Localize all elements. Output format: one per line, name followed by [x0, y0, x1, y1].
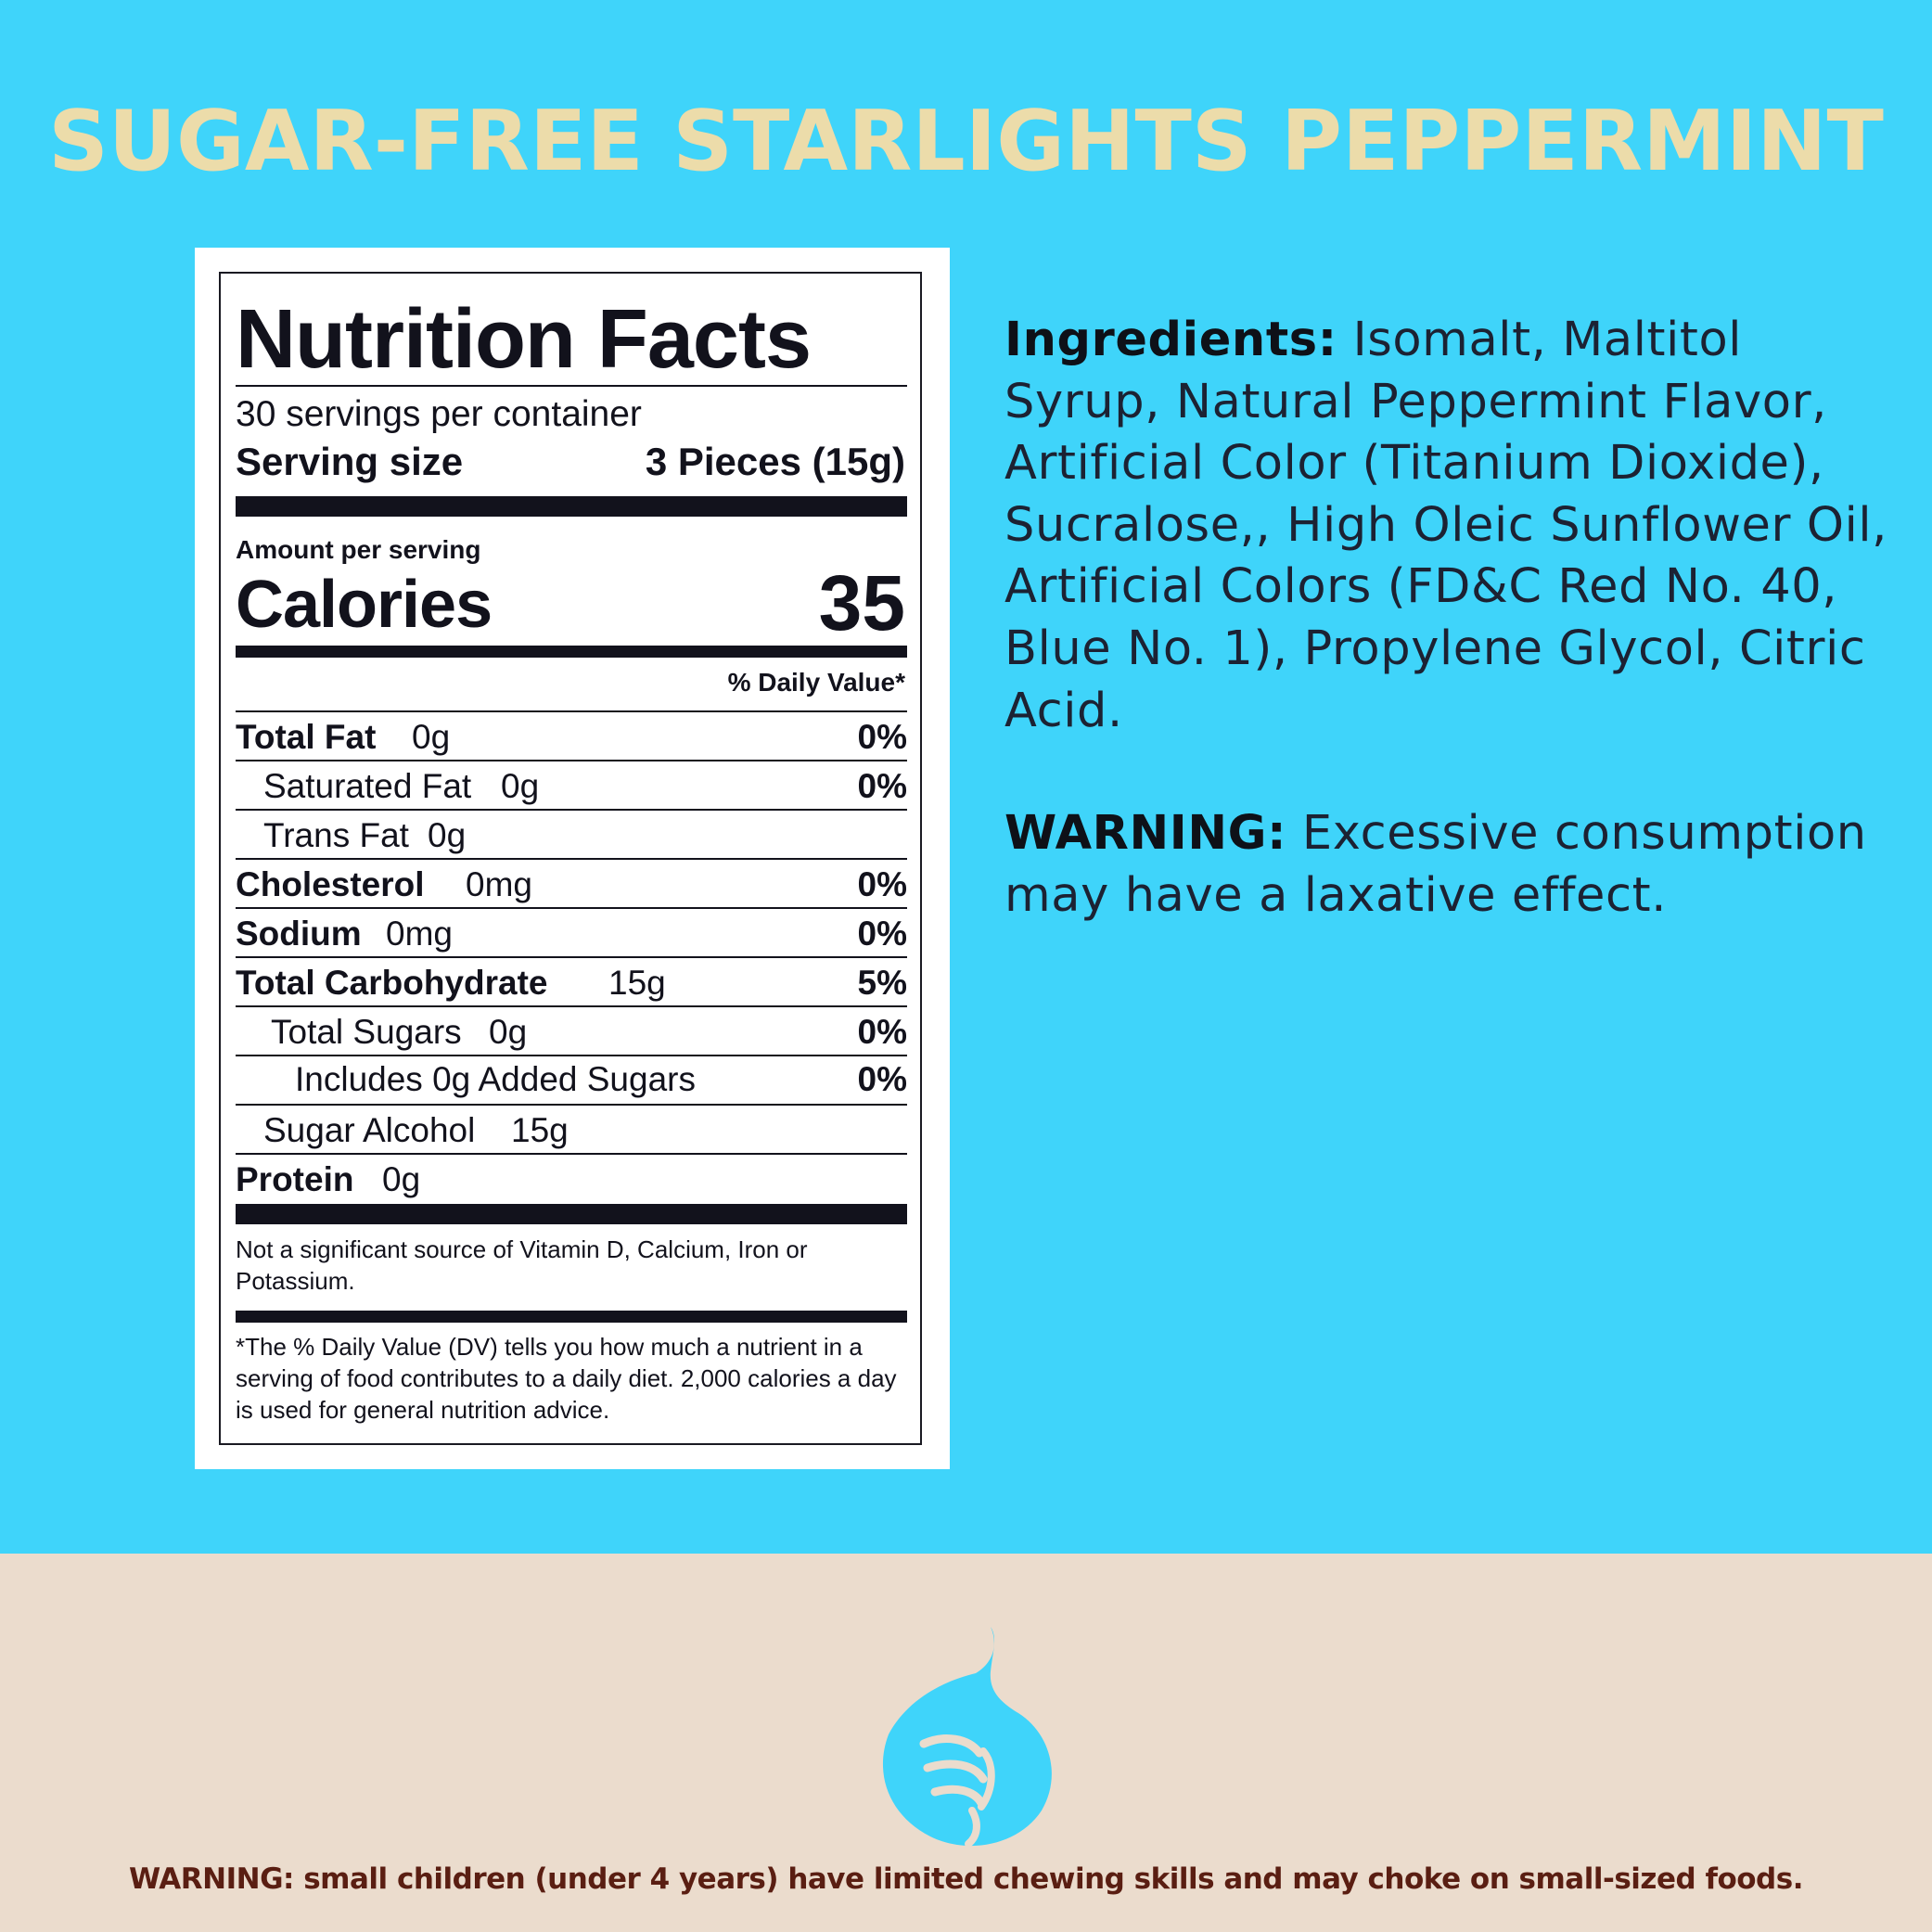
serving-size-value: 3 Pieces (15g): [645, 440, 905, 483]
swirl-mint-icon: [882, 1627, 1052, 1848]
nutrient-name: Sugar Alcohol: [263, 1111, 476, 1149]
laxative-warning-block: WARNING: Excessive consumption may have …: [1004, 803, 1895, 927]
choking-warning: WARNING: small children (under 4 years) …: [129, 1862, 1803, 1896]
nutrient-percent: 0%: [857, 1060, 907, 1098]
nutrient-row-total-fat: Total Fat 0g 0%: [236, 712, 907, 761]
nutrient-name: Trans Fat: [263, 816, 409, 854]
row-divider: [236, 760, 907, 761]
nutrient-row-protein: Protein 0g: [236, 1155, 907, 1204]
divider: [236, 385, 907, 387]
medium-divider: [236, 646, 907, 658]
warning-label: WARNING:: [1004, 806, 1287, 862]
nutrient-percent: 5%: [857, 964, 907, 1002]
nutrient-amount: 15g: [511, 1111, 569, 1149]
nutrient-name: Includes 0g Added Sugars: [295, 1060, 696, 1098]
nutrient-percent: 0%: [857, 1013, 907, 1051]
nutrient-amount: 0g: [382, 1160, 421, 1198]
nutrient-row-total-sugars: Total Sugars 0g 0%: [236, 1007, 907, 1056]
nutrition-facts-label: Nutrition Facts 30 servings per containe…: [219, 272, 922, 1445]
nutrient-row-total-carbohydrate: Total Carbohydrate 15g 5%: [236, 958, 907, 1007]
nutrient-name: Saturated Fat: [263, 767, 472, 805]
nutrient-row-cholesterol: Cholesterol 0mg 0%: [236, 860, 907, 909]
calories-value: 35: [818, 559, 905, 646]
nutrient-amount: 0mg: [466, 865, 532, 903]
nutrient-name: Protein: [236, 1160, 354, 1198]
nutrient-row-saturated-fat: Saturated Fat 0g 0%: [236, 761, 907, 811]
page-title: SUGAR-FREE STARLIGHTS PEPPERMINT: [48, 93, 1884, 190]
nutrient-row-sodium: Sodium 0mg 0%: [236, 909, 907, 958]
nutrition-facts-panel: Nutrition Facts 30 servings per containe…: [195, 248, 950, 1469]
nutrient-row-trans-fat: Trans Fat 0g: [236, 811, 907, 860]
calories-label: Calories: [236, 568, 493, 642]
row-divider: [236, 1055, 907, 1056]
nutrient-amount: 0g: [501, 767, 540, 805]
nutrient-percent: 0%: [857, 767, 907, 805]
row-divider: [236, 907, 907, 909]
amount-per-serving: Amount per serving: [236, 535, 481, 564]
thick-divider: [236, 1204, 907, 1224]
row-divider: [236, 1005, 907, 1007]
nutrient-name: Cholesterol: [236, 865, 425, 903]
ingredients-text: Isomalt, Maltitol Syrup, Natural Pepperm…: [1004, 313, 1887, 738]
nutrient-name: Total Fat: [236, 718, 377, 756]
row-divider: [236, 809, 907, 811]
daily-value-header: % Daily Value*: [727, 668, 905, 697]
nutrient-amount: 0mg: [386, 915, 453, 953]
row-divider: [236, 1153, 907, 1155]
serving-size-label: Serving size: [236, 440, 464, 483]
row-divider: [236, 956, 907, 958]
ingredients-block: Ingredients: Isomalt, Maltitol Syrup, Na…: [1004, 310, 1895, 742]
servings-per-container: 30 servings per container: [236, 394, 642, 434]
row-divider: [236, 1104, 907, 1106]
daily-value-footnote: *The % Daily Value (DV) tells you how mu…: [236, 1333, 897, 1424]
ingredients-label: Ingredients:: [1004, 313, 1337, 367]
divider: [236, 710, 907, 712]
nutrient-name: Sodium: [236, 915, 362, 953]
nutrient-percent: 0%: [857, 915, 907, 953]
nutrient-row-sugar-alcohol: Sugar Alcohol 15g: [236, 1106, 907, 1155]
product-info: Ingredients: Isomalt, Maltitol Syrup, Na…: [1004, 310, 1895, 927]
nutrient-amount: 0g: [428, 816, 467, 854]
nutrient-name: Total Sugars: [271, 1013, 462, 1051]
nutrient-percent: 0%: [857, 718, 907, 756]
vitamin-footnote: Not a significant source of Vitamin D, C…: [236, 1235, 808, 1295]
nutrient-amount: 0g: [412, 718, 451, 756]
nutrient-amount: 0g: [489, 1013, 528, 1051]
medium-divider: [236, 1311, 907, 1323]
warning-text: Excessive consumption may have a laxativ…: [1004, 806, 1867, 923]
nutrient-name: Total Carbohydrate: [236, 964, 548, 1002]
nutrient-percent: 0%: [857, 865, 907, 903]
thick-divider: [236, 496, 907, 517]
nutrition-facts-title: Nutrition Facts: [236, 293, 812, 386]
nutrient-row-added-sugars: Includes 0g Added Sugars 0%: [236, 1056, 907, 1106]
nutrient-amount: 15g: [608, 964, 666, 1002]
row-divider: [236, 858, 907, 860]
